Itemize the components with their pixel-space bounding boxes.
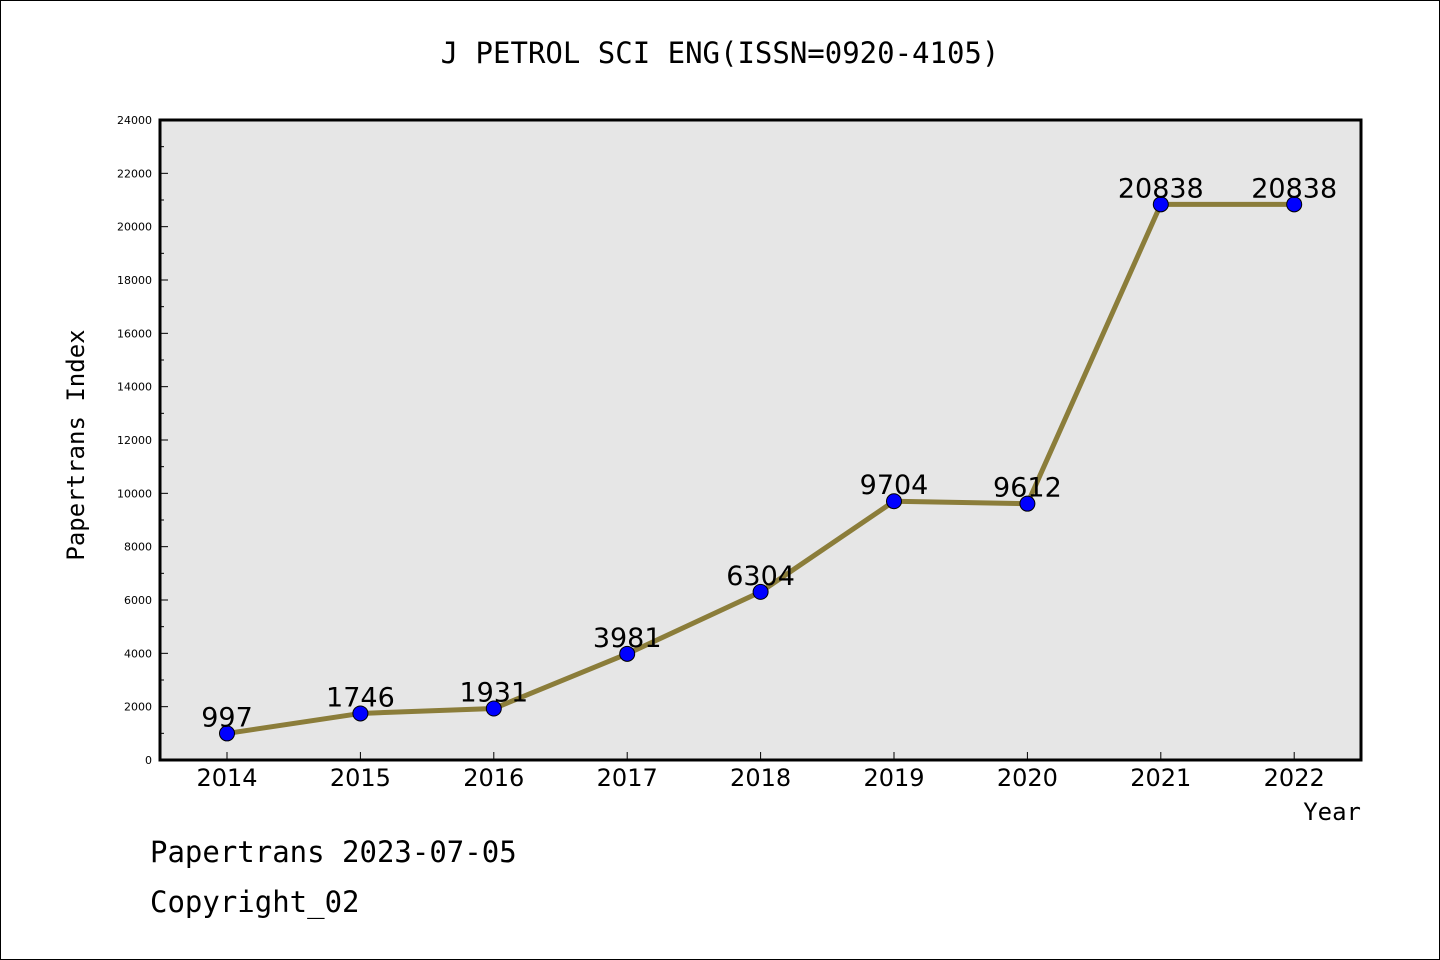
- y-tick-label: 20000: [117, 221, 152, 234]
- y-tick-label: 18000: [117, 274, 152, 287]
- y-tick-label: 14000: [117, 381, 152, 394]
- data-label: 20838: [1118, 173, 1204, 204]
- y-axis-label: Papertrans Index: [62, 329, 90, 560]
- y-tick-label: 10000: [117, 487, 152, 500]
- data-point: [886, 493, 902, 510]
- data-label: 20838: [1251, 173, 1337, 204]
- y-tick-label: 8000: [124, 541, 152, 554]
- y-tick-label: 12000: [117, 434, 152, 447]
- x-tick-label: 2014: [196, 764, 257, 792]
- data-point: [352, 705, 369, 722]
- data-label: 1931: [459, 678, 528, 709]
- y-tick-label: 6000: [124, 594, 152, 607]
- data-label: 3981: [593, 623, 662, 654]
- x-tick-label: 2017: [597, 764, 658, 792]
- x-tick-label: 2022: [1264, 764, 1325, 792]
- y-tick-label: 24000: [117, 114, 152, 127]
- chart-title: J PETROL SCI ENG(ISSN=0920-4105): [440, 36, 1000, 70]
- data-label: 1746: [326, 682, 395, 713]
- x-tick-label: 2019: [863, 764, 924, 792]
- plot-border: [158, 118, 1363, 762]
- data-point: [1152, 196, 1169, 213]
- y-tick-label: 0: [145, 754, 152, 767]
- data-label: 9612: [993, 473, 1062, 504]
- data-point: [219, 725, 235, 742]
- y-tick-label: 16000: [117, 327, 152, 340]
- data-point: [752, 583, 769, 600]
- data-point: [1019, 495, 1036, 512]
- x-tick-label: 2021: [1130, 764, 1191, 792]
- data-label: 997: [201, 702, 253, 733]
- x-tick-label: 2020: [997, 764, 1058, 792]
- y-tick-label: 22000: [117, 167, 152, 180]
- x-axis-label: Year: [1303, 798, 1361, 826]
- footer-copyright: Copyright_02: [150, 885, 360, 919]
- y-tick-label: 4000: [124, 647, 152, 660]
- x-tick-label: 2016: [463, 764, 524, 792]
- x-tick-label: 2015: [330, 764, 391, 792]
- data-point: [619, 645, 636, 662]
- x-tick-label: 2018: [730, 764, 791, 792]
- data-label: 9704: [860, 470, 929, 501]
- data-point: [485, 700, 502, 717]
- footer-date: Papertrans 2023-07-05: [150, 835, 517, 869]
- data-point: [1286, 196, 1303, 213]
- data-label: 6304: [726, 561, 795, 592]
- plot-area: [160, 120, 1361, 760]
- y-tick-label: 2000: [124, 701, 152, 714]
